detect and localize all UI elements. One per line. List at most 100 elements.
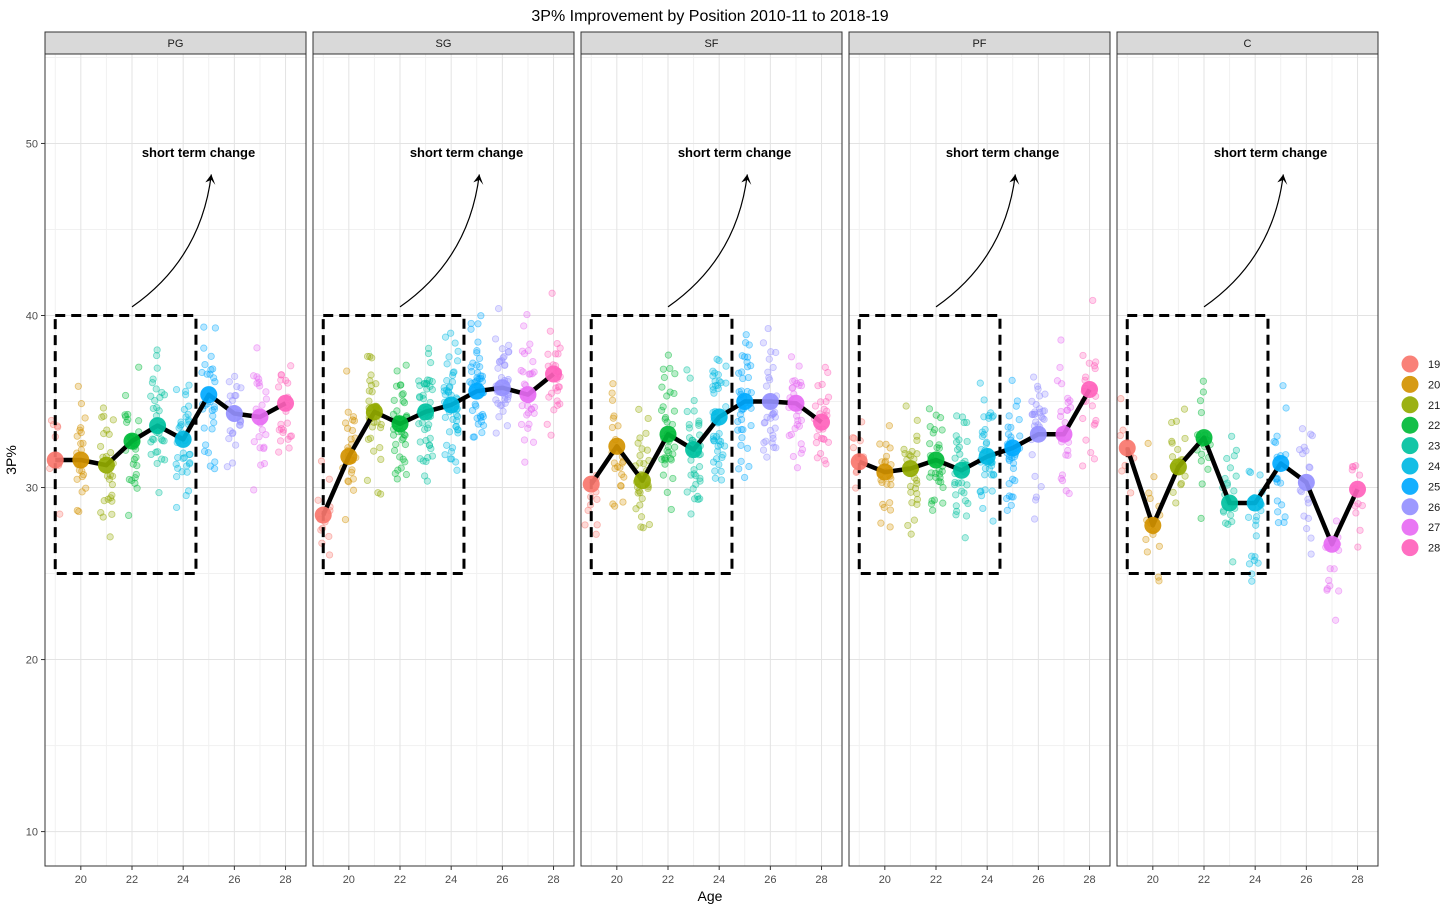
data-point	[762, 382, 771, 390]
series-line	[858, 388, 1092, 475]
x-tick-label: 26	[496, 874, 508, 886]
data-point	[81, 414, 89, 422]
data-point	[99, 513, 107, 521]
data-point	[1250, 556, 1259, 565]
data-point	[913, 489, 921, 498]
data-point	[495, 358, 504, 366]
mean-point	[978, 448, 996, 466]
data-point	[155, 407, 163, 415]
data-point	[500, 353, 508, 361]
data-point	[174, 464, 182, 472]
data-point	[475, 354, 484, 363]
data-point	[505, 341, 513, 349]
data-point	[376, 444, 384, 452]
data-point	[1028, 451, 1036, 459]
data-point	[771, 413, 779, 421]
data-point	[1064, 446, 1072, 455]
data-point	[759, 339, 768, 347]
x-tick-label: 28	[815, 874, 827, 886]
data-point	[255, 375, 263, 383]
data-point	[363, 476, 372, 485]
data-point	[285, 444, 293, 452]
data-point	[811, 402, 820, 410]
data-point	[767, 348, 775, 356]
data-point	[75, 507, 83, 516]
data-point	[153, 364, 161, 372]
data-point	[671, 370, 679, 378]
x-tick-label: 20	[75, 874, 87, 886]
annotation-arrow	[667, 174, 748, 308]
data-point	[764, 324, 772, 333]
data-point	[987, 471, 996, 479]
data-point	[908, 499, 916, 507]
data-point	[1224, 520, 1232, 528]
data-point	[200, 424, 208, 432]
data-point	[1092, 358, 1100, 366]
data-point	[821, 456, 829, 464]
data-point	[1245, 560, 1254, 568]
data-point	[160, 456, 169, 464]
data-point	[1144, 439, 1152, 447]
data-point	[172, 385, 181, 394]
x-tick-label: 28	[1083, 874, 1095, 886]
data-point	[275, 448, 283, 456]
data-point	[1172, 499, 1180, 507]
data-point	[347, 468, 356, 476]
legend-label: 27	[1428, 522, 1440, 534]
data-point	[416, 438, 424, 446]
data-point	[348, 426, 357, 435]
data-point	[1230, 487, 1238, 495]
data-point	[741, 353, 749, 361]
data-point	[696, 474, 704, 482]
data-point	[953, 507, 961, 515]
data-point	[795, 422, 803, 430]
series-line	[1125, 435, 1360, 547]
mean-point	[1118, 439, 1136, 457]
data-point	[204, 449, 212, 457]
data-point	[1056, 363, 1064, 372]
data-point	[1181, 472, 1189, 480]
data-point	[1181, 434, 1189, 443]
data-point	[447, 329, 455, 337]
data-point	[424, 349, 433, 358]
data-point	[376, 424, 385, 432]
data-point	[519, 368, 527, 376]
data-point	[745, 341, 753, 349]
data-point	[200, 323, 208, 331]
data-point	[1348, 466, 1356, 474]
annotation-box	[857, 313, 1002, 576]
annotation-arrow	[935, 174, 1016, 308]
data-point	[200, 447, 209, 455]
mean-point	[1144, 516, 1162, 534]
data-point	[635, 405, 643, 413]
legend-label: 25	[1428, 481, 1440, 493]
data-point	[283, 419, 291, 427]
data-point	[274, 383, 283, 391]
data-point	[691, 495, 699, 503]
data-point	[690, 407, 698, 415]
data-point	[107, 448, 115, 457]
data-point	[1057, 407, 1065, 416]
data-point	[443, 376, 451, 385]
data-point	[1335, 587, 1343, 595]
data-point	[824, 393, 833, 401]
data-point	[952, 491, 960, 499]
data-point	[932, 473, 940, 482]
data-point	[250, 438, 258, 446]
data-point	[277, 376, 285, 384]
data-point	[495, 304, 503, 313]
data-point	[441, 413, 449, 422]
data-point	[1246, 468, 1255, 477]
data-point	[317, 457, 326, 465]
data-point	[206, 370, 214, 378]
data-point	[669, 474, 677, 483]
legend-swatch	[1401, 416, 1419, 434]
data-point	[223, 463, 231, 471]
data-point	[390, 446, 399, 455]
data-point	[683, 407, 691, 416]
data-point	[184, 487, 193, 495]
x-tick-label: 26	[1032, 874, 1044, 886]
data-point	[1037, 483, 1045, 491]
data-point	[584, 506, 592, 515]
data-point	[717, 378, 725, 387]
